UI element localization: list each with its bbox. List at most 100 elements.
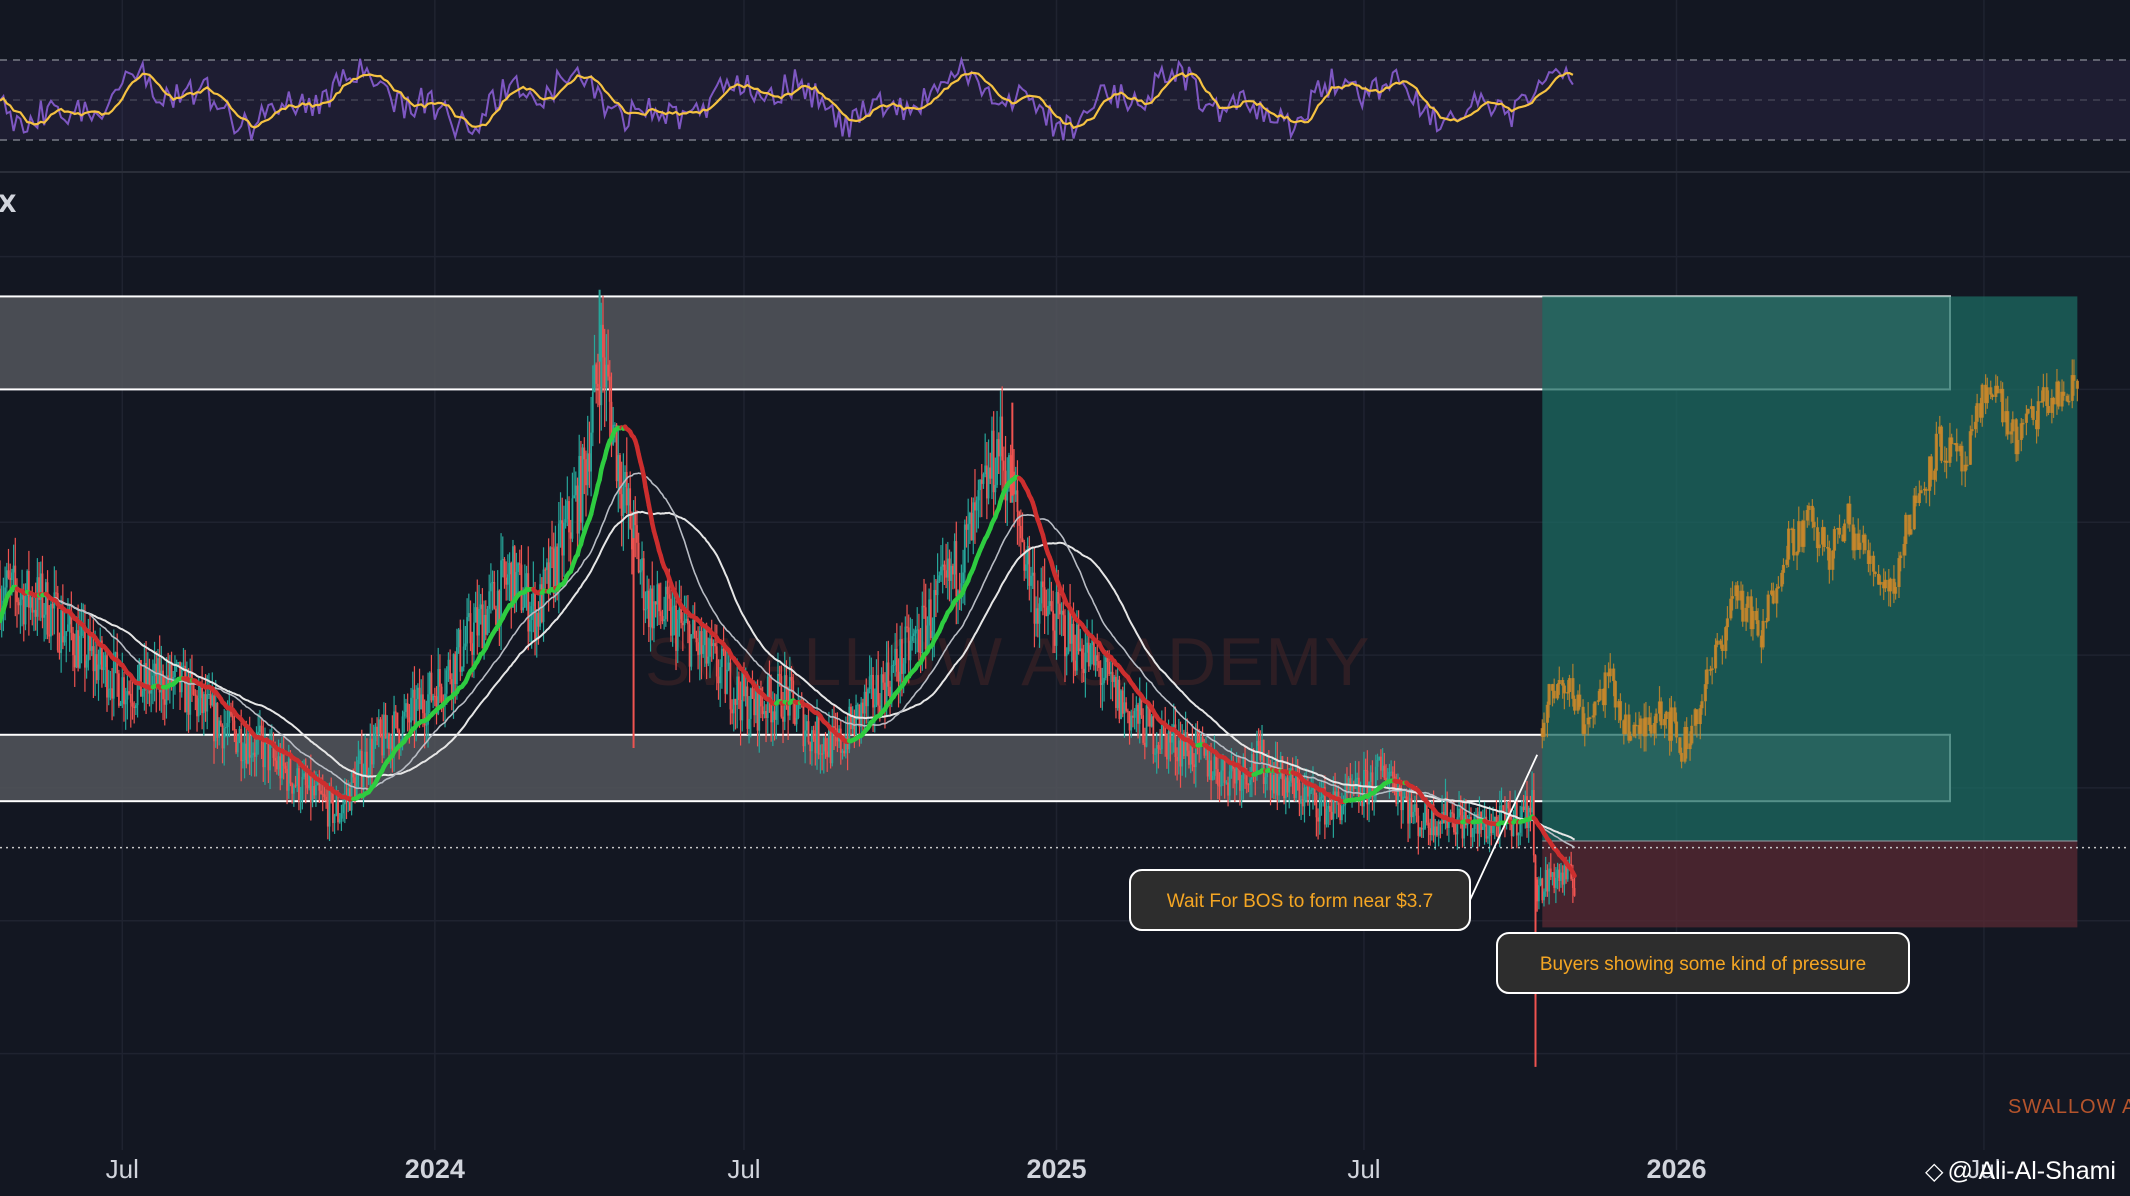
candle-body [613,424,616,426]
projection-body [2070,375,2074,401]
candle-body [374,726,377,742]
projection-body [1710,668,1714,670]
candle-body [466,617,469,644]
candle-body [333,814,336,823]
candle-body [1069,609,1071,644]
candle-body [630,528,633,550]
candle-body [1048,601,1051,606]
projection-body [1741,590,1745,622]
candle-body [233,720,236,731]
candle-body [641,558,643,571]
candle-body [255,737,258,757]
candle-body [923,605,925,608]
candle-body [809,742,812,752]
candle-body [153,663,156,676]
candle-body [1300,799,1303,804]
candle-body [1155,745,1158,754]
candle-body [34,609,37,617]
candle-body [999,416,1002,457]
candle-body [872,674,874,708]
projection-body [1566,692,1570,694]
candle-body [979,479,981,491]
candle-body [760,688,762,707]
projection-body [1608,668,1612,677]
candle-body [1378,756,1381,761]
candle-body [433,695,436,697]
candle-body [1043,587,1046,608]
candle-body [1315,795,1318,818]
candle-body [425,724,428,726]
candle-body [958,590,961,595]
candle-body [727,662,730,670]
projection-body [1642,718,1646,737]
candle-body [382,714,385,756]
projection-body [2001,388,2005,423]
projection-body [1785,559,1789,565]
projection-body [1933,470,1937,480]
candle-body [70,610,73,633]
candle-body [668,594,671,599]
candle-body [252,752,254,756]
candle-body [1507,802,1510,809]
candle-body [945,570,948,578]
candle-body [208,693,210,695]
projection-body [1853,533,1857,551]
candle-body [1340,806,1343,821]
candle-body [309,771,312,803]
candle-body [1081,648,1083,669]
projection-body [1627,714,1631,741]
mid-ma-line [0,472,1576,849]
candle-body [1420,827,1423,830]
candle-body [1150,716,1153,727]
callout-text: Wait For BOS to form near $3.7 [1167,891,1433,912]
candle-body [681,622,684,626]
projection-body [1708,669,1713,671]
candle-body [717,676,720,684]
candle-body [899,639,902,682]
candle-body [892,664,895,666]
candle-body [231,715,234,721]
candle-body [1529,807,1532,813]
candle-body [359,750,361,761]
projection-body [1873,571,1877,574]
candle-body [878,705,881,716]
candle-body [432,695,435,701]
projection-body [1868,555,1872,564]
candle-body [472,622,475,655]
candle-body [581,447,584,523]
candle-body [189,672,192,715]
projection-body [1897,558,1901,587]
projection-body [1812,521,1816,528]
candle-body [467,613,470,618]
candle-body [461,667,463,672]
candle-body [1468,816,1471,819]
candle-body [1142,715,1145,743]
candle-body [474,607,477,623]
long-position[interactable] [1542,296,2078,928]
candle-body [790,676,793,681]
candle-body [204,694,207,712]
candle-body [1398,786,1401,790]
candle-body [636,525,638,543]
candle-body [389,736,392,749]
candle-body [512,546,514,608]
projection-body [1899,555,1903,559]
candle-body [1548,868,1550,892]
candle-body [1111,671,1114,682]
candle-body [634,512,637,526]
projection-body [1705,669,1709,685]
candle-body [1167,731,1170,760]
candle-body [320,790,322,794]
candle-body [260,725,263,740]
candle-body [1306,787,1309,797]
callout-box [1129,869,1471,931]
candle-body [136,679,139,706]
candle-body [659,611,662,617]
projection-body [1761,620,1765,648]
candle-body [73,655,76,668]
projection-body [1617,701,1621,708]
candle-body [401,716,404,745]
candle-body [654,601,657,605]
candle-body [33,609,35,613]
